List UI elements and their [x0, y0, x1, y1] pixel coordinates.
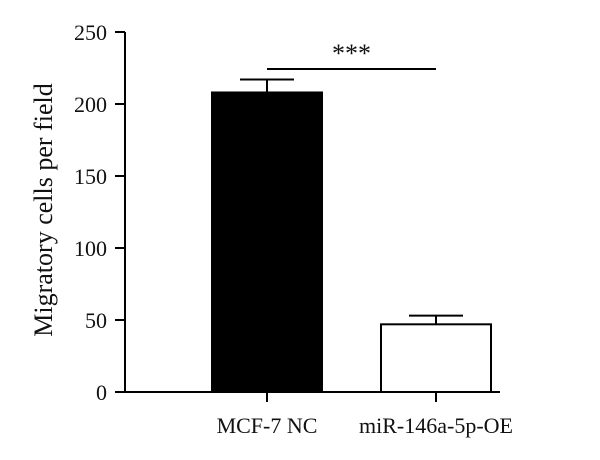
x-axis: MCF-7 NC miR-146a-5p-OE — [125, 391, 513, 438]
y-tick-label: 200 — [74, 92, 107, 117]
y-axis: 0 50 100 150 200 250 — [74, 20, 126, 405]
y-tick-label: 250 — [74, 20, 107, 45]
y-tick-label: 100 — [74, 236, 107, 261]
error-bars — [240, 78, 463, 325]
bar — [380, 323, 492, 394]
x-tick-label: miR-146a-5p-OE — [359, 413, 513, 438]
significance-annotation: *** — [267, 39, 436, 70]
y-axis-title: Migratory cells per field — [29, 83, 58, 336]
bars — [211, 91, 492, 394]
y-tick-label: 150 — [74, 164, 107, 189]
y-tick-label: 50 — [85, 308, 107, 333]
significance-label: *** — [332, 39, 371, 68]
y-tick-label: 0 — [96, 380, 107, 405]
x-tick-label: MCF-7 NC — [217, 413, 318, 438]
bar — [211, 91, 323, 393]
